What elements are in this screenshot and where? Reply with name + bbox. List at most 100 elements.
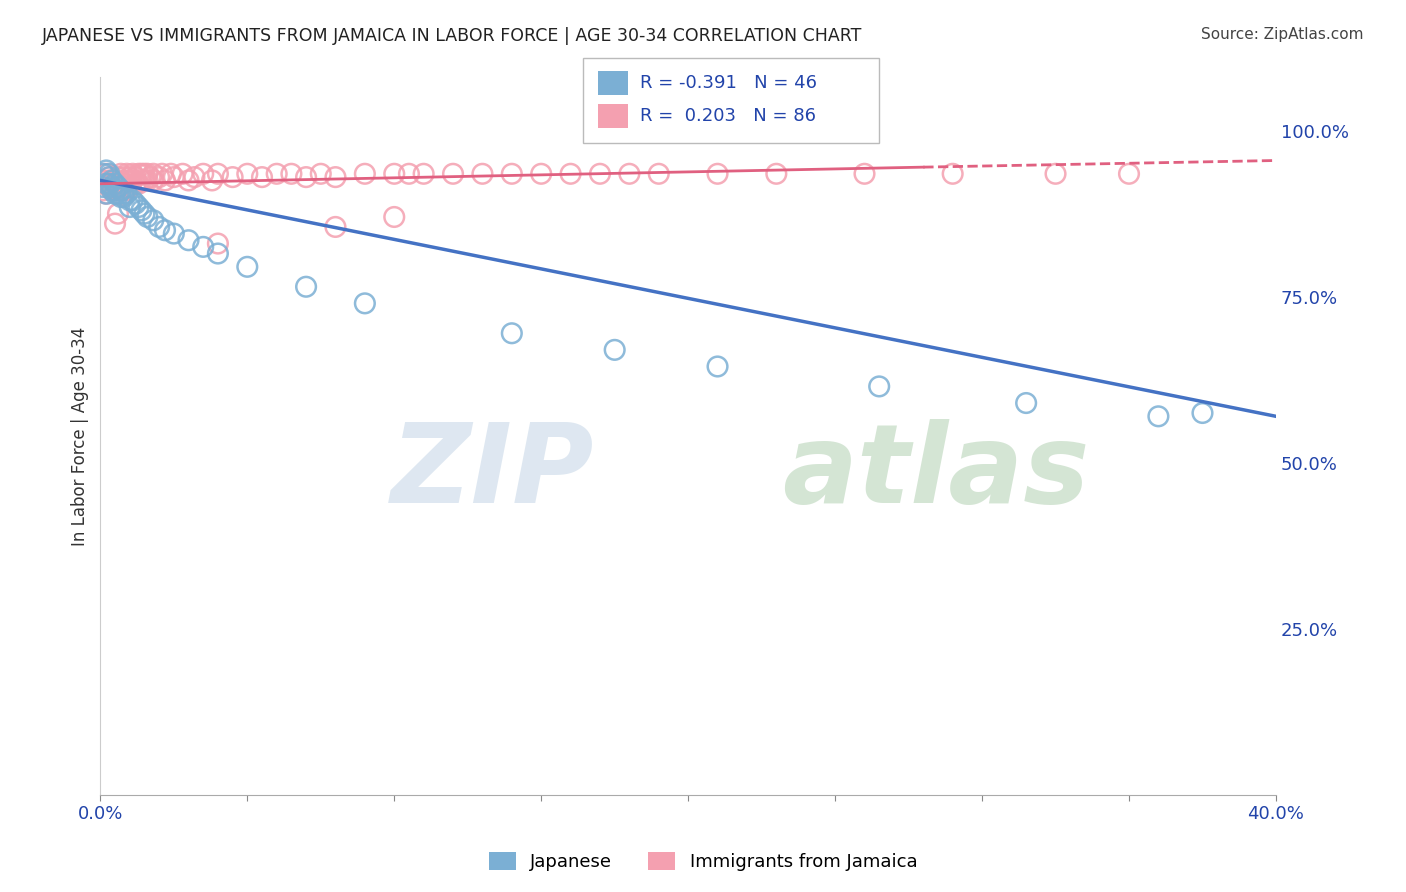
Point <box>398 167 420 181</box>
Point <box>131 203 153 218</box>
Point <box>648 167 671 181</box>
Point <box>136 167 159 181</box>
Point <box>868 379 890 393</box>
Point <box>706 359 728 374</box>
Point <box>101 180 124 194</box>
Point <box>128 177 150 191</box>
Point <box>172 167 194 181</box>
Point <box>530 167 553 181</box>
Point <box>295 170 318 185</box>
Point <box>193 167 215 181</box>
Point <box>104 217 127 231</box>
Point <box>193 240 215 254</box>
Point <box>112 170 135 185</box>
Point <box>236 260 259 274</box>
Point <box>139 170 162 185</box>
Point <box>98 170 121 185</box>
Point <box>183 170 205 185</box>
Point <box>382 167 405 181</box>
Point <box>501 167 523 181</box>
Point <box>91 180 114 194</box>
Point <box>118 173 141 187</box>
Point <box>96 177 118 191</box>
Point <box>706 167 728 181</box>
Point <box>131 167 153 181</box>
Point <box>115 186 138 201</box>
Point <box>150 167 173 181</box>
Point <box>382 210 405 224</box>
Point <box>1015 396 1038 410</box>
Legend: Japanese, Immigrants from Jamaica: Japanese, Immigrants from Jamaica <box>481 845 925 879</box>
Point <box>136 210 159 224</box>
Point <box>104 177 127 191</box>
Point <box>295 279 318 293</box>
Point <box>207 167 229 181</box>
Point <box>101 180 124 194</box>
Point <box>104 183 127 197</box>
Point <box>121 167 143 181</box>
Point <box>110 173 132 187</box>
Point <box>101 183 124 197</box>
Point <box>153 223 176 237</box>
Point <box>1191 406 1213 420</box>
Point <box>121 173 143 187</box>
Point <box>1118 167 1140 181</box>
Point <box>1147 409 1170 424</box>
Point <box>91 183 114 197</box>
Point <box>118 180 141 194</box>
Point <box>325 170 347 185</box>
Point <box>101 183 124 197</box>
Point <box>101 173 124 187</box>
Text: R = -0.391   N = 46: R = -0.391 N = 46 <box>640 74 817 92</box>
Point <box>98 167 121 181</box>
Point <box>112 177 135 191</box>
Point <box>134 207 156 221</box>
Point <box>107 177 129 191</box>
Point <box>325 219 347 234</box>
Point <box>128 200 150 214</box>
Point <box>104 177 127 191</box>
Point <box>104 183 127 197</box>
Point <box>110 190 132 204</box>
Point <box>134 167 156 181</box>
Text: Source: ZipAtlas.com: Source: ZipAtlas.com <box>1201 27 1364 42</box>
Point <box>121 194 143 208</box>
Point <box>942 167 965 181</box>
Point <box>124 177 146 191</box>
Point <box>236 167 259 181</box>
Point <box>96 186 118 201</box>
Point <box>91 173 114 187</box>
Point <box>96 177 118 191</box>
Point <box>142 173 165 187</box>
Point <box>589 167 612 181</box>
Point <box>101 177 124 191</box>
Point <box>112 183 135 197</box>
Point <box>124 196 146 211</box>
Point <box>207 236 229 251</box>
Point <box>115 173 138 187</box>
Point <box>98 177 121 191</box>
Point <box>118 194 141 208</box>
Point <box>853 167 876 181</box>
Point <box>96 163 118 178</box>
Point <box>160 167 183 181</box>
Point <box>118 170 141 185</box>
Y-axis label: In Labor Force | Age 30-34: In Labor Force | Age 30-34 <box>72 326 89 546</box>
Point <box>107 186 129 201</box>
Point <box>115 183 138 197</box>
Point <box>124 170 146 185</box>
Point <box>619 167 641 181</box>
Point <box>134 173 156 187</box>
Point <box>148 219 170 234</box>
Point <box>280 167 302 181</box>
Point <box>98 180 121 194</box>
Point <box>136 173 159 187</box>
Point <box>142 167 165 181</box>
Point <box>501 326 523 341</box>
Text: atlas: atlas <box>782 418 1090 525</box>
Point <box>110 167 132 181</box>
Point <box>98 173 121 187</box>
Point <box>148 170 170 185</box>
Point <box>266 167 288 181</box>
Point <box>221 170 243 185</box>
